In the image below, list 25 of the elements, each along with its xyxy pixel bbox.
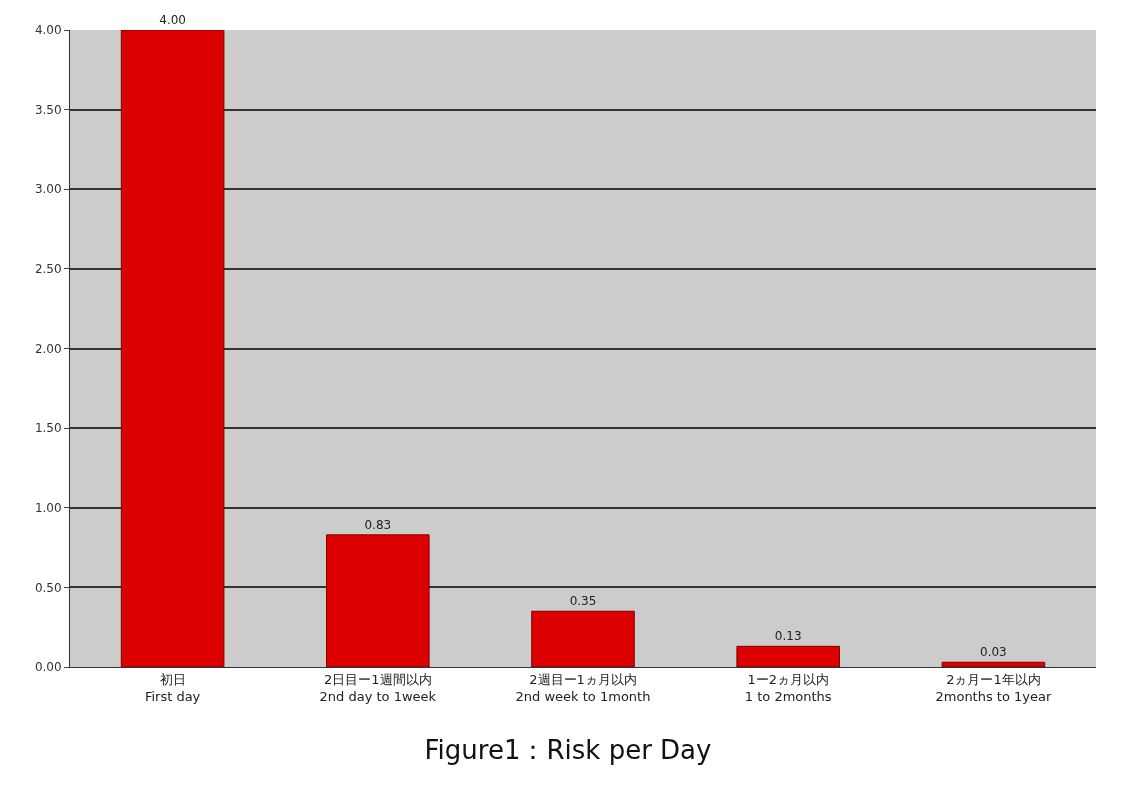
y-tick-label: 3.50 <box>34 102 62 117</box>
data-label: 4.00 <box>159 13 186 27</box>
bar <box>120 30 225 667</box>
x-tick-label: 2日目ー1週間以内 2nd day to 1week <box>319 671 437 704</box>
y-tick-label: 0.50 <box>34 580 62 595</box>
data-label: 0.35 <box>569 594 597 609</box>
bar <box>941 661 1046 667</box>
y-tick-label: 2.00 <box>34 341 62 356</box>
x-tick-label: 1ー2ヵ月以内 1 to 2months <box>744 671 832 704</box>
bar <box>326 534 430 667</box>
y-tick-label: 1.00 <box>34 500 62 515</box>
data-label: 0.13 <box>774 629 802 644</box>
text: Figure1：Risk per Day <box>424 735 712 766</box>
x-tick-label: 初日 First day <box>144 671 201 704</box>
bar <box>531 610 635 667</box>
data-label: 0.03 <box>980 645 1007 660</box>
data-label: 0.83 <box>364 517 392 532</box>
y-tick-label: 0.00 <box>34 660 62 675</box>
y-tick-label: 3.00 <box>34 182 62 197</box>
y-tick-label: 2.50 <box>34 262 62 277</box>
x-tick-label: 2週目ー1ヵ月以内 2nd week to 1month <box>515 671 651 704</box>
x-tick-label: 2ヵ月ー1年以内 2months to 1year <box>935 671 1052 704</box>
y-tick-label: 1.50 <box>34 421 62 436</box>
y-tick-label: 4.00 <box>34 23 62 38</box>
bar <box>736 645 840 667</box>
